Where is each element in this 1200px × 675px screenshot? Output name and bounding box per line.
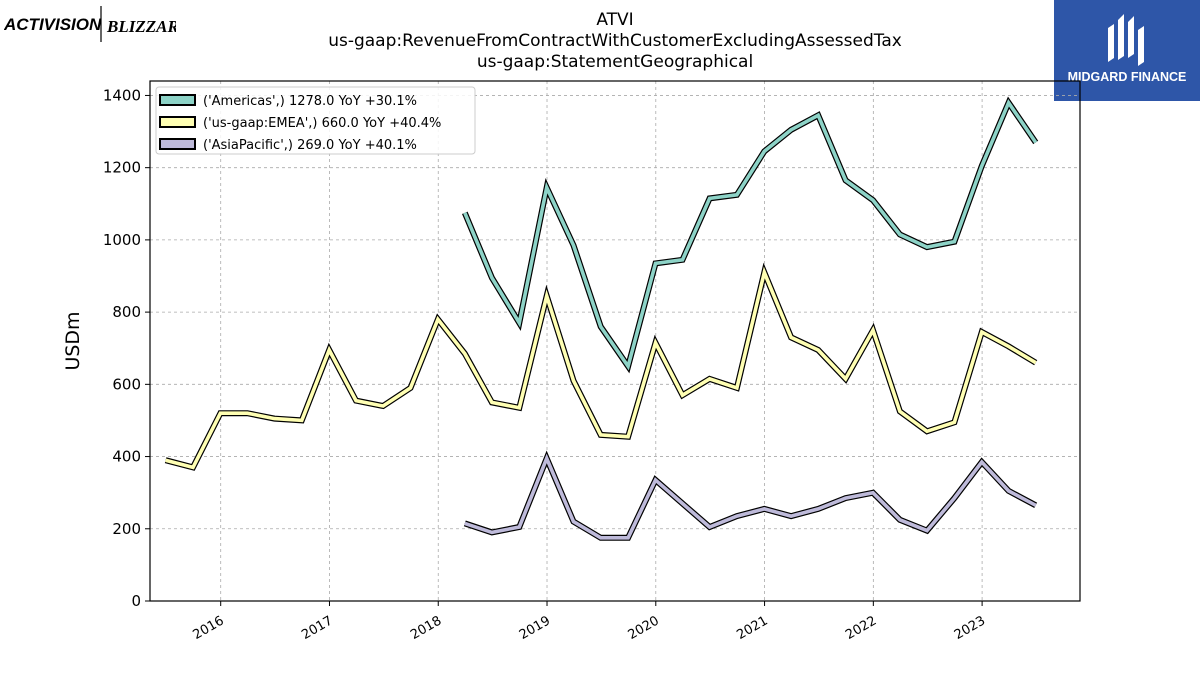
y-tick-label: 800: [112, 303, 141, 321]
activision-blizzard-logo: ACTIVISION BLIZZARD: [4, 6, 176, 42]
x-tick-label: 2019: [517, 613, 553, 643]
y-tick-label: 1200: [103, 159, 141, 177]
plot-frame: [149, 80, 1081, 602]
y-tick-label: 0: [131, 592, 141, 610]
title-line-statement: us-gaap:StatementGeographical: [476, 52, 754, 72]
x-tick-label: 2020: [626, 613, 662, 643]
grid: [150, 81, 1080, 602]
legend-swatch-0: [159, 94, 196, 106]
x-tick-label: 2023: [952, 613, 988, 643]
legend-label-0: ('Americas',) 1278.0 YoY +30.1%: [203, 94, 417, 109]
y-axis-label: USDm: [62, 311, 84, 370]
title-line-concept: us-gaap:RevenueFromContractWithCustomerE…: [328, 31, 902, 51]
x-tick-label: 2017: [299, 613, 335, 643]
midgard-emblem-icon: MIDGARD FINANCE: [1068, 14, 1187, 84]
legend-swatch-1: [159, 116, 196, 128]
x-tick-label: 2016: [191, 613, 227, 643]
y-axis: 0 200 400 600 800 1000 1200 1400: [103, 86, 150, 610]
logo-left-text-blizzard: BLIZZARD: [106, 17, 176, 36]
legend-box: [155, 86, 476, 155]
series-line-2: [464, 453, 1037, 540]
x-tick-label: 2021: [734, 613, 770, 643]
y-tick-label: 1000: [103, 231, 141, 249]
x-axis: 2016 2017 2018 2019 2020 2021 2022 2023: [191, 601, 988, 643]
legend-label-2: ('AsiaPacific',) 269.0 YoY +40.1%: [203, 138, 417, 153]
y-tick-label: 200: [112, 520, 141, 538]
series-lines: [164, 96, 1039, 541]
series-line-1: [165, 266, 1037, 470]
logo-left-text-activision: ACTIVISION: [4, 15, 102, 34]
series-line-0: [463, 98, 1038, 371]
y-tick-label: 600: [112, 375, 141, 393]
chart-title: ATVI us-gaap:RevenueFromContractWithCust…: [200, 10, 1030, 73]
y-tick-label: 1400: [103, 86, 141, 104]
series-outline-1: [164, 262, 1038, 471]
legend-label-1: ('us-gaap:EMEA',) 660.0 YoY +40.4%: [203, 116, 441, 131]
logo-right-text: MIDGARD FINANCE: [1068, 70, 1187, 84]
title-line-ticker: ATVI: [596, 10, 634, 30]
legend-swatch-2: [159, 138, 196, 150]
x-tick-label: 2022: [843, 613, 879, 643]
y-tick-label: 400: [112, 448, 141, 466]
legend: ('Americas',) 1278.0 YoY +30.1% ('us-gaap…: [155, 86, 476, 155]
x-tick-label: 2018: [408, 613, 444, 643]
midgard-finance-logo: MIDGARD FINANCE: [1054, 0, 1200, 101]
